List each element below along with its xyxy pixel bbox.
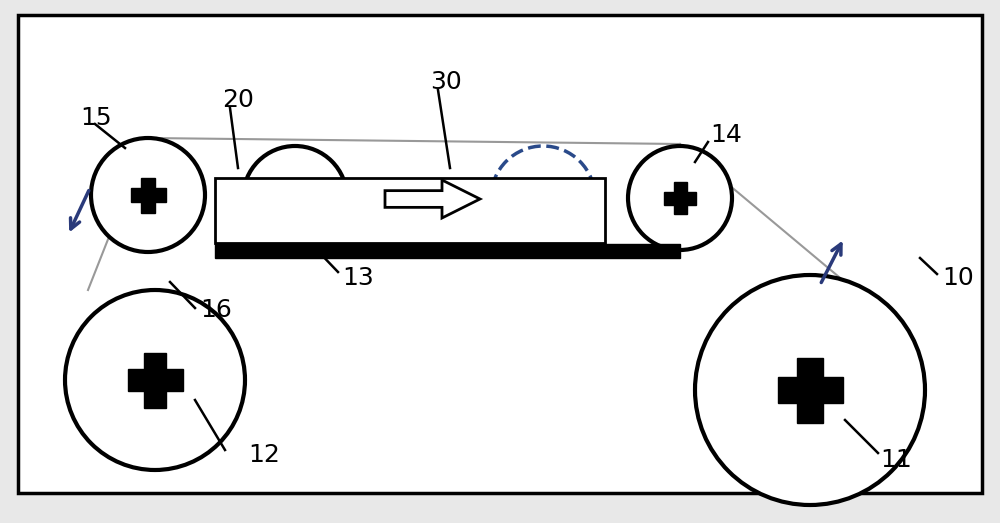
Bar [130,188,166,202]
Bar [141,177,155,212]
Text: 13: 13 [342,266,374,290]
Bar [288,182,302,214]
Text: 12: 12 [248,443,280,467]
Text: 15: 15 [80,106,112,130]
Bar [279,191,311,204]
Text: 14: 14 [710,123,742,147]
Circle shape [695,275,925,505]
Circle shape [243,146,347,250]
Bar [536,182,550,214]
Polygon shape [385,180,480,218]
Bar [128,369,182,391]
Bar [778,377,842,403]
Bar [674,182,686,214]
Circle shape [65,290,245,470]
Bar [527,191,559,204]
Bar [144,353,166,407]
Bar [215,178,605,243]
Text: 11: 11 [880,448,912,472]
Bar [215,244,680,258]
Circle shape [628,146,732,250]
Circle shape [491,146,595,250]
Text: 20: 20 [222,88,254,112]
Text: 30: 30 [430,70,462,94]
Bar [797,358,823,423]
Bar [664,191,696,204]
Text: 10: 10 [942,266,974,290]
Circle shape [91,138,205,252]
Text: 16: 16 [200,298,232,322]
